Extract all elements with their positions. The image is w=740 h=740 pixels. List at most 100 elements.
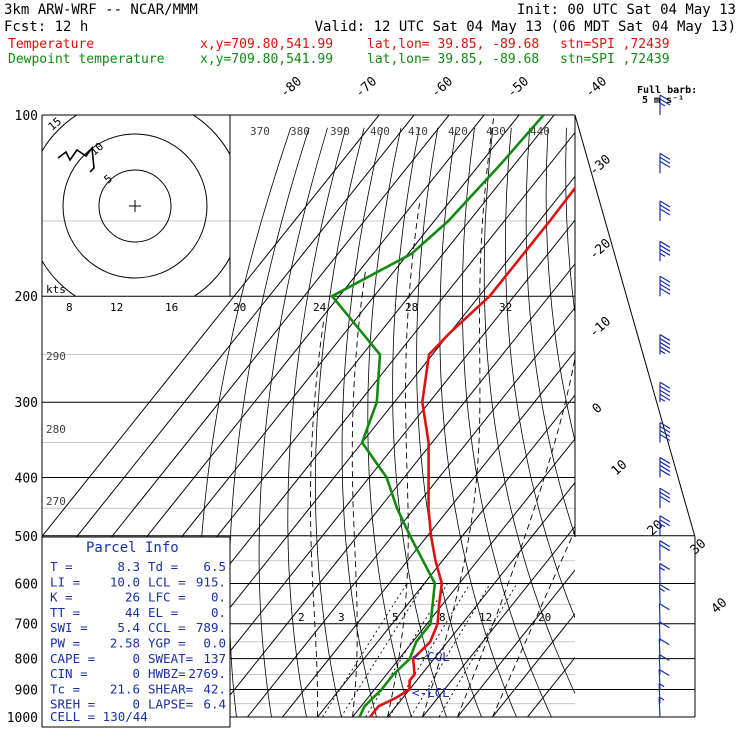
pressure-label-100: 100 xyxy=(15,109,38,124)
hodo-speed-label-32: 32 xyxy=(499,301,512,314)
theta-label-430: 430 xyxy=(486,125,506,138)
dry-adiabat-340 xyxy=(483,127,575,695)
wind-barb-200 xyxy=(659,275,671,297)
hodograph-units: kts xyxy=(46,283,66,296)
wind-barb-350 xyxy=(659,422,671,443)
dry-adiabat-450 xyxy=(695,128,740,730)
dry-adiabat-420 xyxy=(640,128,740,730)
parcel-key-right-5: YGP = xyxy=(148,636,186,651)
wind-barb-750 xyxy=(658,621,670,642)
dry-adiabat-410 xyxy=(622,128,740,730)
moist-adiabat-40 xyxy=(492,528,575,717)
parcel-val-left-2: 26 xyxy=(125,590,140,605)
parcel-key-left-4: SWI = xyxy=(50,620,88,635)
parcel-val-left-9: 0 xyxy=(132,697,140,712)
moist-adiabats xyxy=(310,115,575,717)
theta-label-390: 390 xyxy=(330,125,350,138)
pressure-label-500: 500 xyxy=(15,530,38,545)
isotherm--30 xyxy=(246,306,575,717)
hodo-speed-label-20: 20 xyxy=(233,301,246,314)
wind-barb-250 xyxy=(659,334,671,355)
isotherm--40 xyxy=(211,263,575,717)
mixing-ratio-label-8: 8 xyxy=(439,611,446,624)
parcel-key-right-9: LAPSE= xyxy=(148,697,193,712)
temperature-station: stn=SPI ,72439 xyxy=(560,37,670,52)
wind-barb-450 xyxy=(659,487,671,509)
mixing-ratio-label-2: 2 xyxy=(298,611,305,624)
theta-label-400: 400 xyxy=(370,125,390,138)
isotherm-label--20: -20 xyxy=(587,236,614,263)
isotherm-label--10: -10 xyxy=(587,314,614,341)
isotherm-label-0: 0 xyxy=(590,401,606,417)
isotherm-label--70: -70 xyxy=(353,74,380,101)
isotherm-label--80: -80 xyxy=(278,74,305,101)
parcel-info-title: Parcel Info xyxy=(86,540,179,556)
dry-adiabat-330 xyxy=(462,127,552,717)
parcel-val-left-8: 21.6 xyxy=(110,681,140,696)
moist-adiabat-0 xyxy=(351,268,367,717)
parcel-key-left-5: PW = xyxy=(50,636,80,651)
parcel-key-right-7: HWBZ= xyxy=(148,666,186,681)
dry-adiabat-290 xyxy=(367,127,412,717)
pressure-label-600: 600 xyxy=(15,577,38,592)
wind-barb-150 xyxy=(659,200,671,222)
dry-adiabat-400 xyxy=(603,128,740,730)
temperature-latlon: lat,lon= 39.85, -89.68 xyxy=(367,37,539,52)
wind-barb-400 xyxy=(659,456,671,478)
dry-adiabat-390 xyxy=(585,128,740,730)
isotherm-20 xyxy=(421,525,575,717)
parcel-key-left-2: K = xyxy=(50,590,73,605)
init-time: Init: 00 UTC Sat 04 May 13 xyxy=(517,2,736,18)
theta-label-270: 270 xyxy=(46,495,66,508)
parcel-key-left-8: Tc = xyxy=(50,681,80,696)
isotherm-label-10: 10 xyxy=(609,457,631,479)
isotherm-10 xyxy=(386,481,575,717)
dry-adiabat-370 xyxy=(545,127,575,443)
wind-barb-700 xyxy=(658,603,670,624)
theta-label-290: 290 xyxy=(46,350,66,363)
theta-label-370: 370 xyxy=(250,125,270,138)
dry-adiabat-320 xyxy=(439,127,517,717)
mixing-ratio-2 xyxy=(321,583,408,717)
parcel-val-left-5: 2.58 xyxy=(110,636,140,651)
moist-adiabat-20 xyxy=(422,115,495,717)
forecast-hour: Fcst: 12 h xyxy=(4,19,88,35)
pressure-label-300: 300 xyxy=(15,396,38,411)
mixing-ratio-5 xyxy=(364,583,449,717)
parcel-info-rows: T = 8.3 Td = 6.5 LI = 10.0 LCL = 915. K = 26 LFC =… xyxy=(50,559,226,712)
mixing-ratio-label-3: 3 xyxy=(338,611,345,624)
parcel-val-right-8: 42. xyxy=(203,681,226,696)
parcel-key-left-6: CAPE = xyxy=(50,651,95,666)
isotherm-40 xyxy=(491,613,575,717)
moist-adiabat--10 xyxy=(310,321,325,717)
dry-adiabat-280 xyxy=(341,127,383,717)
wind-barb-500 xyxy=(659,515,671,536)
wind-barb-100 xyxy=(659,94,671,115)
full-barb-value: 5 m s⁻¹ xyxy=(642,95,684,106)
theta-label-440: 440 xyxy=(530,125,550,138)
dry-adiabat-260 xyxy=(287,127,347,717)
mixing-ratio-label-12: 12 xyxy=(479,611,492,624)
wind-barb-550 xyxy=(659,540,671,561)
parcel-cell: CELL = 130/44 xyxy=(50,709,148,724)
ccl-marker: <-CCL xyxy=(412,649,450,664)
wind-barb-850 xyxy=(658,653,670,675)
isotherm-30 xyxy=(456,569,575,717)
wind-barb-175 xyxy=(659,240,671,262)
parcel-key-right-2: LFC = xyxy=(148,590,186,605)
pressure-label-1000: 1000 xyxy=(7,711,38,726)
valid-time: Valid: 12 UTC Sat 04 May 13 (06 MDT Sat … xyxy=(315,19,736,35)
hodo-speed-label-24: 24 xyxy=(313,301,327,314)
parcel-val-left-1: 10.0 xyxy=(110,574,140,589)
moist-adiabat-30 xyxy=(457,355,575,717)
temperature-line xyxy=(368,186,575,717)
theta-label-380: 380 xyxy=(290,125,310,138)
hodo-ring-1 xyxy=(98,169,172,243)
dry-adiabat-270 xyxy=(315,127,365,717)
dewpoint-xy: x,y=709.80,541.99 xyxy=(200,52,333,67)
parcel-val-right-5: 0.0 xyxy=(203,636,226,651)
hodo-speed-label-12: 12 xyxy=(110,301,123,314)
theta-label-420: 420 xyxy=(448,125,468,138)
parcel-key-right-0: Td = xyxy=(148,559,178,574)
